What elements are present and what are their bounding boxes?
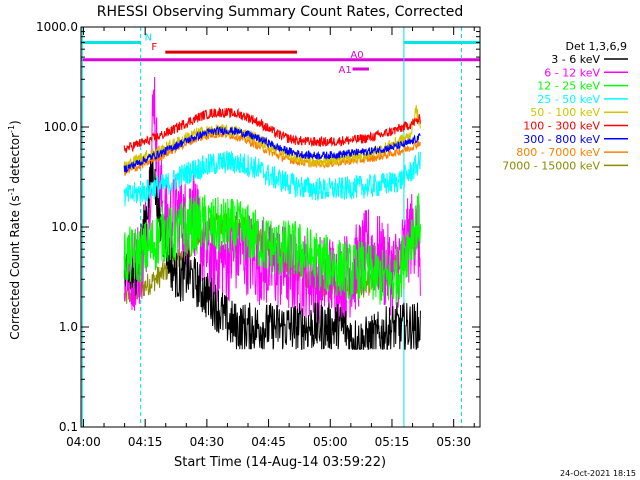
x-tick-label: 04:00 [66, 435, 101, 449]
x-tick-label: 04:45 [251, 435, 286, 449]
legend-entry-label: 800 - 7000 keV [516, 146, 600, 159]
legend-entry-label: 7000 - 15000 keV [502, 159, 600, 172]
legend-entry-label: 50 - 100 keV [530, 106, 600, 119]
legend-header: Det 1,3,6,9 [565, 40, 627, 53]
y-tick-label: 100.0 [44, 120, 78, 134]
observing-flags: NF A0 A1 [81, 32, 480, 76]
series-25-50keV-line [123, 150, 421, 207]
x-tick-label: 05:30 [436, 435, 471, 449]
legend-entry-label: 25 - 50 keV [537, 93, 600, 106]
flag-label: A0 [350, 50, 363, 61]
flag-label: F [151, 42, 157, 53]
series-300-800keV-line [123, 125, 421, 174]
legend-entry-label: 6 - 12 keV [544, 66, 600, 79]
count-rate-series [123, 76, 421, 351]
x-tick-label: 05:15 [375, 435, 410, 449]
flag-label: N [145, 32, 152, 43]
plot-area: NF A0 A1 [81, 27, 480, 427]
legend-entry-label: 3 - 6 keV [551, 53, 600, 66]
chart-title: RHESSI Observing Summary Count Rates, Co… [97, 4, 463, 20]
x-tick-label: 04:30 [190, 435, 225, 449]
legend-entry-label: 12 - 25 keV [537, 80, 600, 93]
y-axis: 0.1 1.0 10.0 100.0 1000.0 [36, 20, 480, 434]
x-axis-label: Start Time (14-Aug-14 03:59:22) [174, 455, 386, 470]
series-3-6keV-line [123, 149, 421, 351]
y-axis-label: Corrected Count Rate (s-1 detector-1) [7, 120, 22, 339]
x-axis: 04:00 04:15 04:30 04:45 05:00 05:15 05:30 [66, 27, 475, 449]
series-100-300keV-line [123, 106, 421, 153]
y-tick-label: 1.0 [59, 320, 78, 334]
flag-label: A1 [338, 65, 351, 76]
y-tick-label: 10.0 [51, 220, 78, 234]
y-tick-label: 1000.0 [36, 20, 78, 34]
footer-date: 24-Oct-2021 18:15 [560, 469, 636, 478]
y-tick-label: 0.1 [59, 420, 78, 434]
legend-entry-label: 300 - 800 keV [523, 133, 600, 146]
x-tick-label: 04:15 [128, 435, 163, 449]
x-tick-label: 05:00 [313, 435, 348, 449]
legend-entry-label: 100 - 300 keV [523, 120, 600, 133]
series-12-25keV-line [123, 193, 421, 305]
series-800-7000keV-line [123, 130, 421, 177]
